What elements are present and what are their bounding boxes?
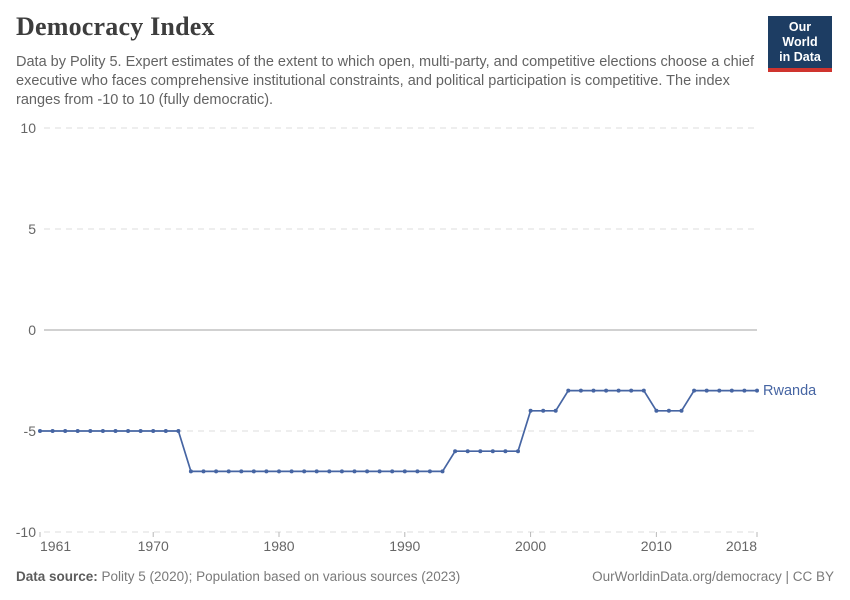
data-point: [616, 388, 621, 393]
x-axis-label: 1961: [40, 538, 71, 554]
data-point: [415, 469, 420, 474]
data-point: [516, 449, 520, 454]
data-point: [100, 429, 105, 433]
data-point: [302, 469, 307, 474]
data-point: [704, 388, 709, 393]
chart-footer: Data source: Polity 5 (2020); Population…: [16, 569, 834, 584]
data-point: [377, 469, 382, 474]
data-point: [339, 469, 344, 474]
data-point: [654, 408, 659, 413]
data-point: [151, 429, 156, 433]
data-point: [126, 429, 131, 433]
data-point: [163, 429, 168, 433]
x-axis-label: 1990: [389, 538, 420, 554]
data-point: [490, 449, 495, 454]
x-axis-label: 2018: [726, 538, 757, 554]
data-point: [717, 388, 722, 393]
data-point: [440, 469, 445, 474]
owid-logo-line2: in Data: [779, 50, 821, 64]
data-point: [503, 449, 508, 454]
data-point: [289, 469, 294, 474]
data-point: [214, 469, 219, 474]
page-title: Democracy Index: [16, 12, 215, 41]
data-point: [113, 429, 118, 433]
x-axis-label: 2000: [515, 538, 546, 554]
data-point: [604, 388, 609, 393]
data-point: [365, 469, 370, 474]
data-point: [666, 408, 671, 413]
x-axis-label: 1970: [138, 538, 169, 554]
data-point: [729, 388, 734, 393]
data-point: [427, 469, 432, 474]
data-point: [541, 408, 546, 413]
data-point: [226, 469, 231, 474]
data-source-label: Data source:: [16, 569, 98, 584]
data-point: [251, 469, 256, 474]
data-point: [641, 388, 646, 393]
data-point: [277, 469, 281, 474]
data-point: [629, 388, 634, 393]
data-line: [40, 389, 757, 473]
x-axis-label: 2010: [641, 538, 672, 554]
data-point: [138, 429, 143, 433]
chart-subtitle: Data by Polity 5. Expert estimates of th…: [16, 54, 754, 108]
data-point: [578, 388, 583, 393]
data-point: [390, 469, 395, 474]
x-axis-label: 1980: [263, 538, 294, 554]
data-point: [239, 469, 244, 474]
credit-license: OurWorldinData.org/democracy | CC BY: [592, 569, 834, 584]
data-point: [553, 408, 558, 413]
data-point: [755, 388, 759, 393]
y-axis-label: -10: [16, 524, 36, 540]
data-point: [176, 429, 181, 433]
data-point: [465, 449, 470, 454]
data-point: [88, 429, 93, 433]
data-point: [314, 469, 319, 474]
data-point: [528, 408, 533, 413]
data-point: [352, 469, 357, 474]
series-label-rwanda: Rwanda: [763, 383, 817, 399]
data-point: [188, 469, 193, 474]
data-point: [679, 408, 684, 413]
owid-logo-line1: Our World: [782, 20, 818, 49]
data-point: [453, 449, 458, 454]
y-axis-label: -5: [24, 423, 37, 439]
data-point: [327, 469, 332, 474]
y-axis-label: 0: [28, 322, 36, 338]
y-axis-label: 5: [28, 221, 36, 237]
data-point: [50, 429, 55, 433]
data-point: [75, 429, 80, 433]
data-point: [201, 469, 206, 474]
data-point: [566, 388, 571, 393]
data-point: [63, 429, 68, 433]
data-source: Data source: Polity 5 (2020); Population…: [16, 569, 460, 584]
data-source-text: Polity 5 (2020); Population based on var…: [97, 569, 461, 584]
data-point: [264, 469, 269, 474]
data-point: [38, 429, 42, 433]
data-point: [478, 449, 483, 454]
y-axis-label: 10: [20, 120, 36, 136]
owid-logo: Our World in Data: [768, 16, 832, 72]
data-point: [692, 388, 697, 393]
data-point: [742, 388, 747, 393]
data-point: [591, 388, 596, 393]
data-point: [402, 469, 407, 474]
